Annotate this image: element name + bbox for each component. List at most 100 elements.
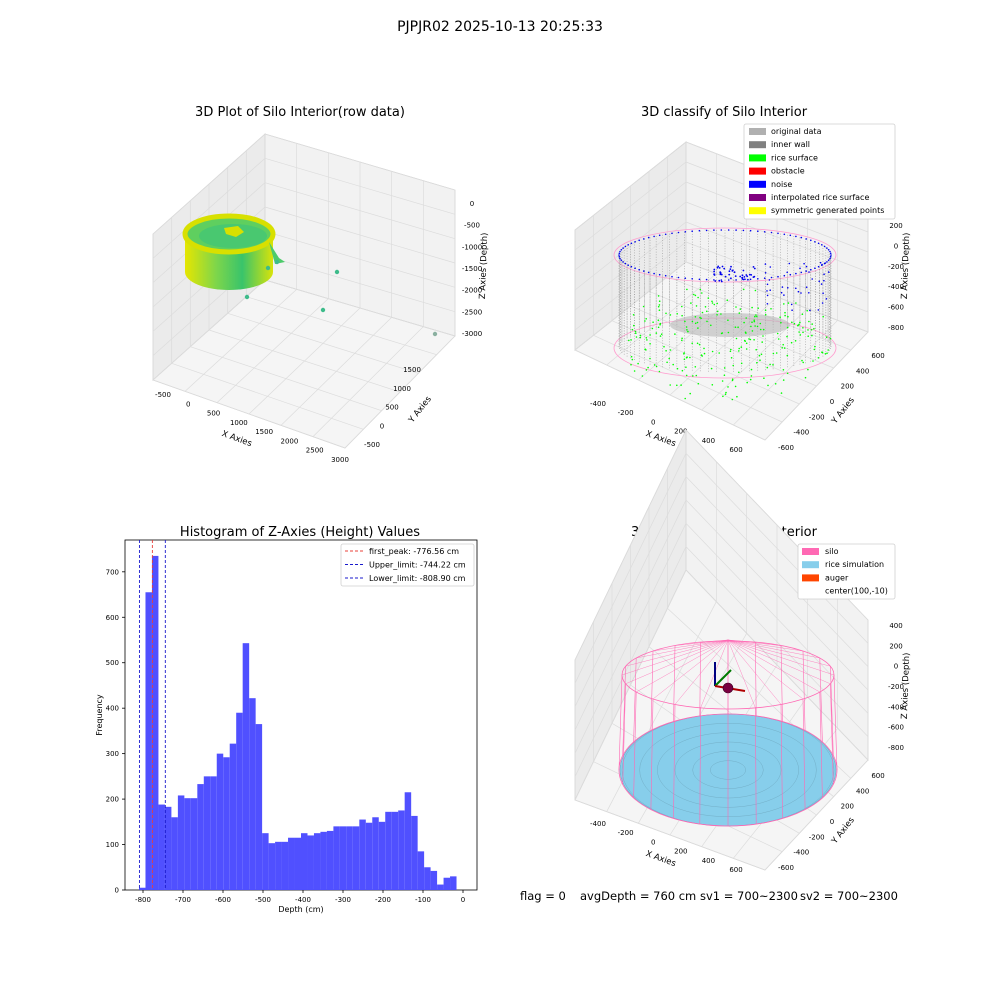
histogram-bar xyxy=(326,830,334,890)
classify-3d-noise-point xyxy=(805,286,808,289)
histogram-legend-label: first_peak: -776.56 cm xyxy=(369,547,459,556)
classify-3d-noise-point xyxy=(821,263,823,266)
simulation-3d-x-tick-label: 600 xyxy=(729,866,742,874)
simulation-3d-silo-roof xyxy=(652,639,729,700)
classify-3d-rice-surface-point xyxy=(716,302,718,305)
histogram-bar xyxy=(417,851,425,890)
classify-3d-noise-point xyxy=(684,277,687,280)
raw-3d-z-tick-label: 0 xyxy=(470,200,474,208)
classify-3d-noise-point xyxy=(677,276,680,279)
classify-3d-rice-surface-point xyxy=(680,384,682,386)
histogram-legend-label: Upper_limit: -744.22 cm xyxy=(369,561,466,570)
simulation-3d-silo-column xyxy=(819,691,823,799)
simulation-3d-grid xyxy=(764,759,869,871)
classify-3d-rice-surface-point xyxy=(734,385,737,388)
histogram-y-tick-label: 100 xyxy=(106,841,119,849)
classify-3d-grid xyxy=(764,331,869,441)
histogram-bar xyxy=(339,826,347,890)
histogram-xlabel: Depth (cm) xyxy=(278,905,323,914)
simulation-3d-silo-column xyxy=(633,691,637,799)
classify-3d-noise-point xyxy=(647,236,650,239)
classify-3d-noise-point xyxy=(723,267,726,270)
simulation-3d-z-tick-label: -800 xyxy=(888,744,904,752)
classify-3d-rice-surface-point xyxy=(645,337,648,339)
raw-3d-outlier-point xyxy=(244,294,250,300)
raw-3d-grid xyxy=(264,157,456,215)
classify-3d-legend-label: symmetric generated points xyxy=(771,206,884,215)
simulation-3d-silo-roof xyxy=(727,639,782,705)
classify-3d-noise-point xyxy=(770,231,773,234)
classify-3d-rice-surface-point xyxy=(799,334,802,336)
classify-3d-rice-surface-point xyxy=(722,395,724,398)
classify-3d-rice-surface-point xyxy=(685,326,688,328)
classify-3d-grid xyxy=(574,161,687,251)
raw-3d-ring-patch xyxy=(224,226,244,237)
raw-3d-x-tick-label: 2000 xyxy=(281,437,299,445)
classify-3d-rice-surface-point xyxy=(797,324,799,327)
simulation-3d-z-tick-label: -200 xyxy=(888,683,904,691)
classify-3d-noise-point xyxy=(705,229,708,232)
simulation-3d-silo-column xyxy=(622,666,626,756)
classify-3d-legend-swatch xyxy=(749,207,766,215)
histogram-bar xyxy=(158,804,165,890)
classify-3d-rice-surface-point xyxy=(685,366,687,369)
classify-3d-z-tick-label: 0 xyxy=(894,242,898,250)
classify-3d-noise-point xyxy=(748,273,751,276)
classify-3d-rice-surface-point xyxy=(775,352,778,354)
classify-3d-rice-surface-point xyxy=(740,346,743,348)
classify-3d-z-tick-label: -400 xyxy=(888,283,904,291)
classify-3d-rice-surface-point xyxy=(738,371,740,374)
classify-3d-x-tick-label: 600 xyxy=(729,446,742,454)
classify-3d-noise-point xyxy=(727,279,730,281)
classify-3d-legend: original data inner wall rice surface obsta… xyxy=(743,123,896,220)
classify-3d-rice-surface-point xyxy=(751,321,753,324)
classify-3d-rice-surface-point xyxy=(744,331,747,334)
classify-3d-noise-point xyxy=(749,278,752,281)
classify-3d-y-tick-label: -200 xyxy=(809,413,825,421)
raw-3d-outlier-point xyxy=(265,265,271,271)
classify-3d-noise-point xyxy=(769,289,771,292)
classify-3d-rice-surface-point xyxy=(681,305,683,308)
classify-3d-rice-surface-point xyxy=(691,342,693,345)
classify-3d-noise-point xyxy=(824,262,826,264)
classify-3d-rice-surface-point xyxy=(779,316,781,319)
classify-3d-rice-surface-point xyxy=(652,321,654,324)
classify-3d-rice-surface-point xyxy=(801,359,803,362)
simulation-3d-y-tick-label: 600 xyxy=(871,772,884,780)
simulation-3d-grid xyxy=(685,569,869,761)
histogram-bar xyxy=(346,826,353,890)
classify-3d-rice-surface-point xyxy=(759,322,762,325)
classify-3d-noise-point xyxy=(714,280,717,282)
classify-3d-rice-surface-point xyxy=(755,314,757,316)
histogram-bar xyxy=(320,831,327,890)
histogram-legend: first_peak: -776.56 cm Upper_limit: -744.… xyxy=(340,543,475,587)
classify-3d-rice-surface-point xyxy=(822,315,824,318)
simulation-3d-zlabel: Z Axies (Depth) xyxy=(900,652,912,719)
simulation-3d-y-tick-label: -400 xyxy=(793,849,809,857)
classify-3d-rice-surface-point xyxy=(766,366,769,369)
histogram-x-tick-label: -200 xyxy=(375,896,391,904)
histogram-bar xyxy=(437,884,444,890)
simulation-3d-silo-roof xyxy=(727,639,804,652)
classify-3d-noise-point xyxy=(684,231,687,233)
classify-3d-rice-surface-point xyxy=(772,352,775,355)
histogram-bar xyxy=(288,837,295,890)
classify-3d-noise-point xyxy=(727,229,730,231)
classify-3d-noise-point xyxy=(783,274,786,277)
classify-3d-rice-surface-point xyxy=(646,339,648,341)
classify-3d-rice-surface-point xyxy=(669,314,672,316)
classify-3d-rice-surface-point xyxy=(762,328,765,331)
classify-3d-rice-surface-point xyxy=(745,317,747,319)
simulation-3d-silo-roof xyxy=(727,639,831,667)
classify-3d-noise-point xyxy=(819,261,822,264)
classify-3d-grid xyxy=(685,261,869,333)
simulation-3d-y-tick-label: -600 xyxy=(778,864,794,872)
classify-3d-rice-surface-point xyxy=(810,329,813,331)
classify-3d-x-tick-label: 200 xyxy=(674,428,687,436)
classify-3d-rice-surface-point xyxy=(635,336,638,338)
classify-3d-rice-surface-point xyxy=(681,314,683,317)
classify-3d-rice-surface-point xyxy=(817,357,820,359)
histogram-y-tick-label: 0 xyxy=(115,887,119,895)
classify-3d-rice-surface-point xyxy=(711,302,714,304)
classify-3d-rice-surface-point xyxy=(645,369,648,371)
